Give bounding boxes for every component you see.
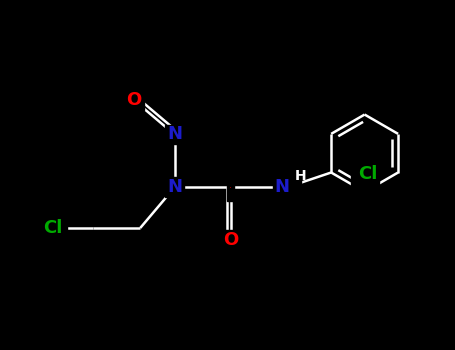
Text: O: O <box>126 91 142 109</box>
Text: O: O <box>223 231 238 250</box>
Text: Cl: Cl <box>43 219 63 237</box>
Bar <box>221 230 241 250</box>
Bar <box>165 177 184 197</box>
Text: Cl: Cl <box>358 166 378 183</box>
Bar <box>165 125 184 145</box>
Bar <box>227 177 234 201</box>
Text: O: O <box>230 187 231 188</box>
Text: N: N <box>167 126 182 144</box>
Bar <box>39 218 67 238</box>
Bar <box>124 90 144 110</box>
Bar <box>351 165 379 199</box>
Text: N: N <box>274 178 289 196</box>
Text: N: N <box>167 178 182 196</box>
Bar <box>273 177 301 197</box>
Text: H: H <box>294 169 306 183</box>
